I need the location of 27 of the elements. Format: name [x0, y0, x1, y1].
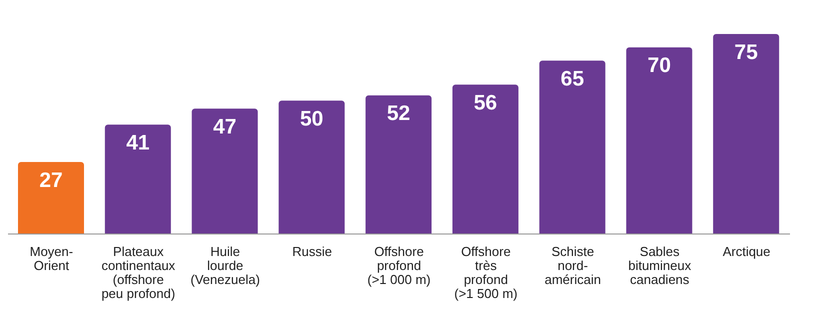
data-label: 50	[300, 108, 324, 131]
bar	[366, 95, 432, 234]
data-label: 56	[474, 92, 498, 115]
bar	[192, 108, 258, 234]
bar	[18, 162, 84, 234]
x-tick-label: Huile lourde (Venezuela)	[190, 244, 260, 287]
data-label: 75	[734, 40, 758, 64]
x-tick-label: Offshore très profond (>1 500 m)	[454, 244, 518, 301]
x-tick-label: Offshore profond (>1 000 m)	[367, 244, 431, 287]
x-tick-label: Arctique	[722, 244, 770, 259]
x-tick-label: Sables bitumineux canadiens	[628, 244, 692, 287]
data-label: 27	[39, 168, 63, 192]
x-tick-label: Schiste nord- américain	[544, 244, 601, 287]
bar	[278, 100, 345, 234]
x-tick-label: Russie	[292, 244, 332, 259]
data-label: 47	[213, 116, 236, 139]
x-tick-label: Plateaux continentaux (offshore peu profond)	[101, 244, 176, 301]
data-label: 65	[560, 68, 584, 91]
data-label: 41	[126, 132, 150, 155]
data-label: 52	[386, 102, 410, 126]
bar	[452, 84, 518, 234]
data-label: 70	[648, 54, 671, 78]
bar	[539, 60, 606, 234]
x-tick-label: Moyen- Orient	[30, 244, 74, 273]
bar	[713, 34, 780, 234]
bar	[104, 124, 171, 234]
bar	[626, 47, 692, 234]
